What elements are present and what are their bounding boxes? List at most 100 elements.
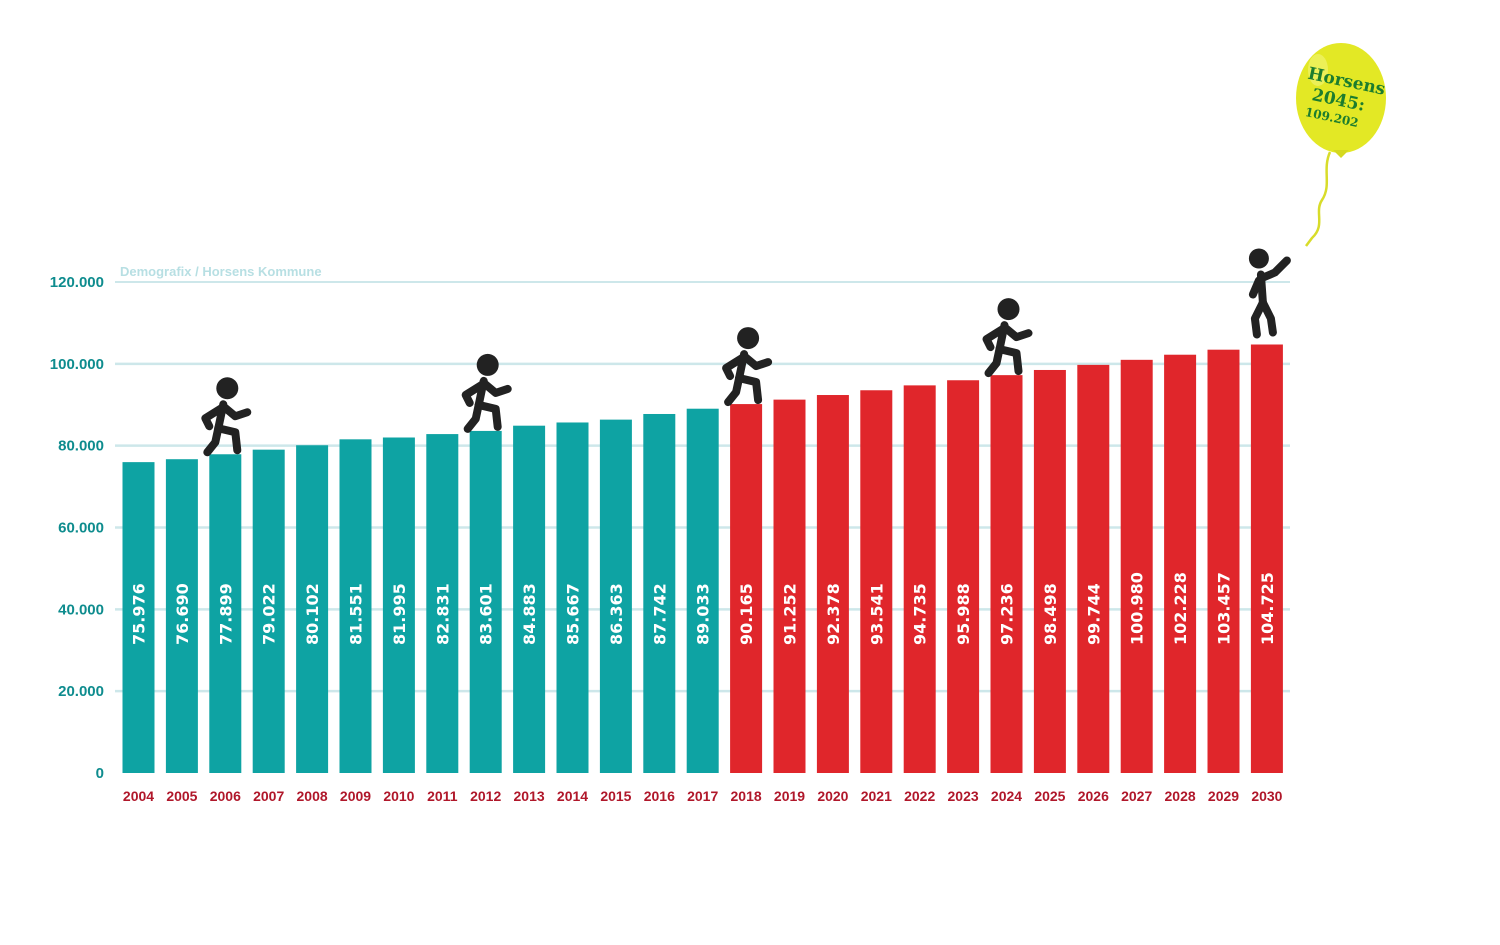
x-axis-ticks: 2004 2005 2006 2007 2008 2009 2010 2011 2012 2013… [123,788,1283,804]
x-tick-label: 2014 [557,788,588,804]
source-label: Demografix / Horsens Kommune [120,264,322,279]
bar [513,425,546,773]
x-tick-label: 2017 [687,788,718,804]
bar-value-label: 81.995 [390,583,409,645]
bar [556,422,589,773]
bar-value-label: 86.363 [607,583,626,645]
x-tick-label: 2022 [904,788,935,804]
bar [165,459,198,773]
x-tick-label: 2009 [340,788,371,804]
x-tick-label: 2029 [1208,788,1239,804]
bar [947,380,980,773]
bar-value-label: 76.690 [173,583,192,645]
x-tick-label: 2026 [1078,788,1109,804]
bar-value-label: 98.498 [1041,583,1060,645]
x-tick-label: 2019 [774,788,805,804]
bar-value-label: 79.022 [260,583,279,645]
y-tick-label: 100.000 [50,356,104,373]
x-tick-label: 2028 [1165,788,1196,804]
bars: 75.976 76.690 77.899 79.022 80.102 81.551 81.9… [122,344,1283,773]
climber-icon [722,327,773,407]
bar [469,430,502,773]
bar [773,399,806,773]
y-tick-label: 20.000 [58,683,104,700]
bar-value-label: 77.899 [216,583,235,645]
bar-value-label: 93.541 [867,583,886,645]
climber-icon [982,298,1033,378]
x-tick-label: 2004 [123,788,154,804]
x-tick-label: 2021 [861,788,892,804]
bar-value-label: 103.457 [1215,572,1234,645]
x-tick-label: 2007 [253,788,284,804]
bar [860,390,893,773]
bar-value-label: 85.667 [564,583,583,645]
x-tick-label: 2012 [470,788,501,804]
bar [903,385,936,773]
x-tick-label: 2010 [383,788,414,804]
x-tick-label: 2006 [210,788,241,804]
x-tick-label: 2013 [514,788,545,804]
bar-value-label: 90.165 [737,583,756,645]
bar-value-label: 80.102 [303,583,322,645]
x-tick-label: 2025 [1034,788,1065,804]
bar-value-label: 97.236 [998,583,1017,645]
y-tick-label: 0 [96,765,104,782]
y-tick-label: 120.000 [50,274,104,291]
climbing-figures [201,248,1291,457]
bar [643,413,676,773]
bar [252,449,285,773]
x-tick-label: 2024 [991,788,1022,804]
bar-value-label: 82.831 [433,583,452,645]
climber-icon [461,353,512,433]
bar [730,404,763,773]
x-tick-label: 2008 [297,788,328,804]
bar-value-label: 102.228 [1171,572,1190,645]
x-tick-label: 2018 [731,788,762,804]
bar [816,395,849,773]
bar [1164,354,1197,773]
bar-value-label: 89.033 [694,583,713,645]
x-tick-label: 2030 [1251,788,1282,804]
x-tick-label: 2023 [948,788,979,804]
bar [296,445,329,773]
bar-value-label: 94.735 [911,583,930,645]
bar-value-label: 104.725 [1258,572,1277,645]
bar-value-label: 87.742 [650,583,669,645]
bar-value-label: 99.744 [1084,583,1103,645]
x-tick-label: 2016 [644,788,675,804]
bar [990,375,1023,773]
bar-value-label: 75.976 [130,583,149,645]
bar-value-label: 100.980 [1128,572,1147,645]
bar [1077,364,1110,773]
x-tick-label: 2011 [427,788,458,804]
bar [599,419,632,773]
balloon-icon: Horsens 2045: 109.202 [1296,43,1387,247]
bar-value-label: 84.883 [520,583,539,645]
bar [1250,344,1283,773]
x-tick-label: 2015 [600,788,631,804]
bar-value-label: 95.988 [954,583,973,645]
y-tick-label: 80.000 [58,438,104,455]
bar [1207,349,1240,773]
bar [426,434,459,773]
bar-value-label: 81.551 [347,583,366,645]
y-tick-label: 40.000 [58,601,104,618]
bar [122,462,155,773]
bar [1120,359,1153,773]
y-tick-label: 60.000 [58,520,104,537]
bar [339,439,372,773]
x-tick-label: 2027 [1121,788,1152,804]
bar [209,454,242,773]
x-tick-label: 2020 [817,788,848,804]
bar [382,437,415,773]
bar-value-label: 83.601 [477,583,496,645]
bar [686,408,719,773]
bar-value-label: 92.378 [824,583,843,645]
y-axis-ticks: 0 20.000 40.000 60.000 80.000 100.000 120.000 [50,274,104,782]
x-tick-label: 2005 [166,788,197,804]
reaching-figure-icon [1248,248,1291,339]
bar [1033,369,1066,773]
bar-value-label: 91.252 [781,583,800,645]
climber-icon [201,377,252,457]
